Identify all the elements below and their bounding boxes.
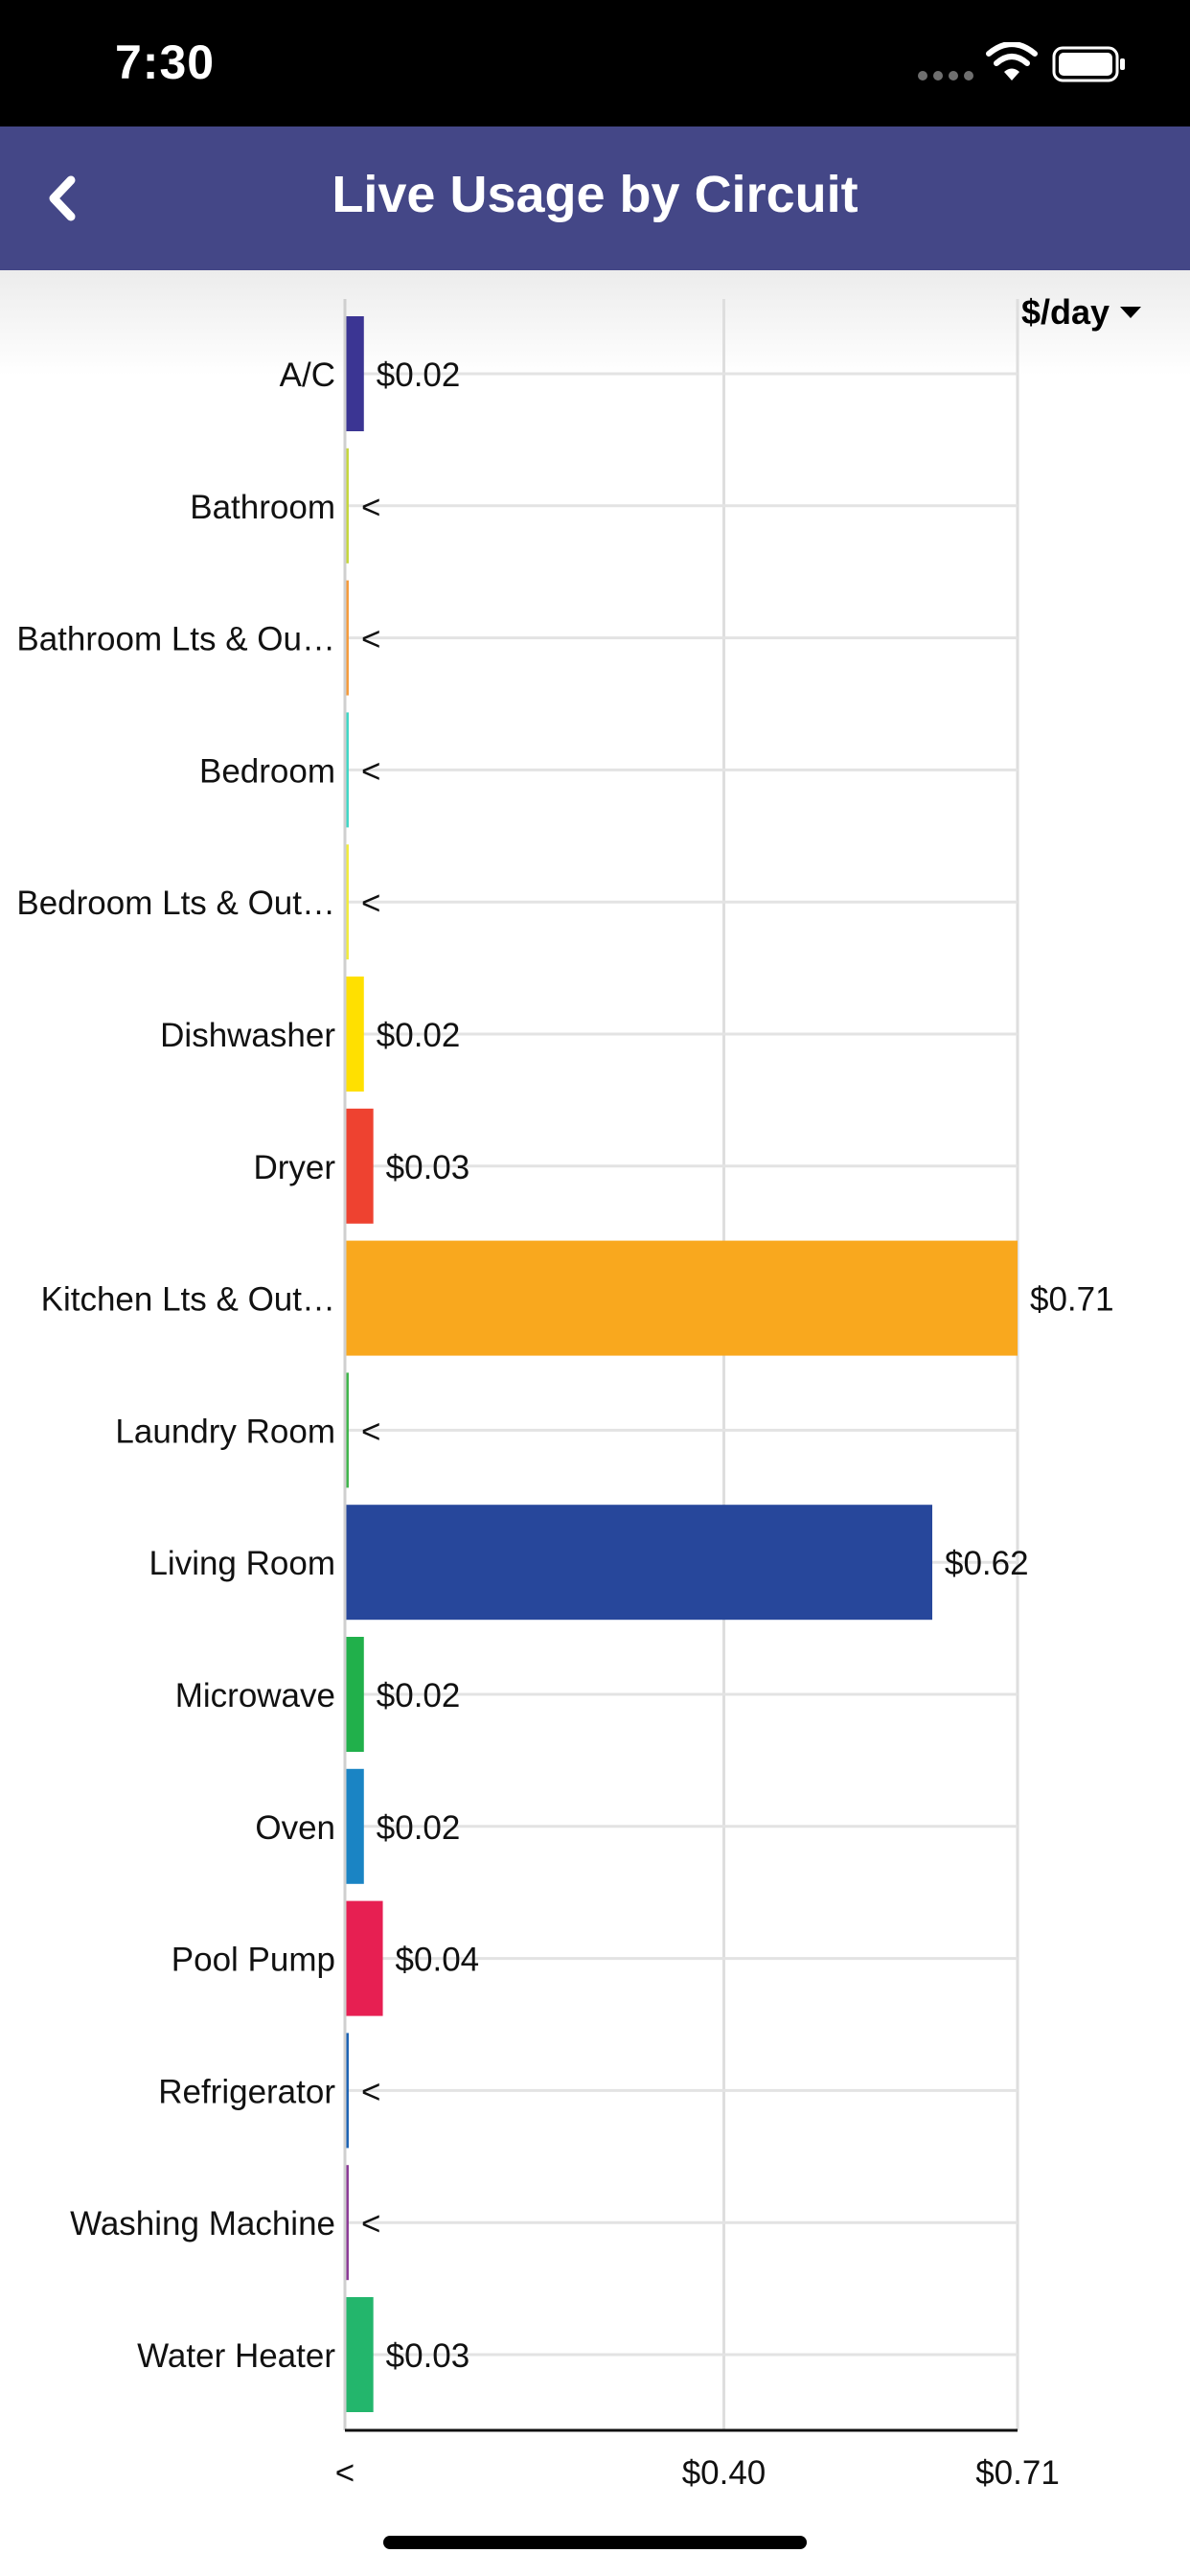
bar[interactable] xyxy=(345,1637,364,1752)
bar[interactable] xyxy=(345,1108,374,1224)
bar[interactable] xyxy=(345,448,349,564)
category-label: Bathroom xyxy=(190,489,335,526)
bar[interactable] xyxy=(345,844,349,960)
status-bar: 7:30 xyxy=(0,0,1190,126)
bar[interactable] xyxy=(345,2165,349,2281)
chart-bars xyxy=(345,316,1018,2412)
category-label: Bedroom xyxy=(199,752,335,790)
category-label: Kitchen Lts & Out… xyxy=(41,1281,335,1319)
value-label: $0.03 xyxy=(386,1149,470,1186)
category-label: Laundry Room xyxy=(115,1413,335,1450)
category-label: Dishwasher xyxy=(160,1017,335,1054)
bar[interactable] xyxy=(345,316,364,431)
value-label: $0.02 xyxy=(377,1809,461,1847)
bar[interactable] xyxy=(345,1900,383,2016)
category-label: Water Heater xyxy=(137,2337,335,2375)
page-title: Live Usage by Circuit xyxy=(332,166,858,223)
value-label: < xyxy=(361,1413,380,1450)
value-label: $0.02 xyxy=(377,356,461,394)
category-label: Living Room xyxy=(149,1545,335,1582)
chevron-left-icon xyxy=(49,175,76,221)
battery-icon xyxy=(1052,46,1125,82)
category-label: Bedroom Lts & Out… xyxy=(16,885,335,922)
category-label: Microwave xyxy=(175,1677,335,1714)
category-label: Washing Machine xyxy=(70,2205,335,2242)
value-label: < xyxy=(361,621,380,658)
bar[interactable] xyxy=(345,580,349,696)
unit-dropdown[interactable]: $/day xyxy=(1021,288,1142,337)
back-button[interactable] xyxy=(29,163,100,234)
category-label: Oven xyxy=(255,1809,335,1847)
bar[interactable] xyxy=(345,1768,364,1884)
bar[interactable] xyxy=(345,1372,349,1488)
value-label: $0.04 xyxy=(396,1942,480,1979)
value-label: $0.62 xyxy=(945,1545,1029,1582)
bar[interactable] xyxy=(345,1505,933,1621)
value-label: < xyxy=(361,2205,380,2242)
value-label: $0.02 xyxy=(377,1677,461,1714)
chart-labels: A/C $0.02 Bathroom < Bathroom Lts & Ou… < Bedr… xyxy=(16,356,1113,2375)
value-label: $0.71 xyxy=(1030,1281,1114,1319)
bar[interactable] xyxy=(345,977,364,1092)
category-label: A/C xyxy=(280,356,335,394)
caret-down-icon xyxy=(1120,307,1141,318)
category-label: Refrigerator xyxy=(158,2073,335,2110)
signal-dots-icon xyxy=(918,71,975,82)
chart-axis: < $0.40 $0.71 xyxy=(335,299,1060,2492)
x-tick-label: $0.71 xyxy=(975,2454,1060,2492)
x-tick-label: < xyxy=(335,2454,355,2492)
value-label: < xyxy=(361,885,380,922)
x-tick-label: $0.40 xyxy=(682,2454,767,2492)
bar[interactable] xyxy=(345,2297,374,2412)
category-label: Bathroom Lts & Ou… xyxy=(16,621,335,658)
bar[interactable] xyxy=(345,712,349,828)
home-indicator xyxy=(383,2536,807,2549)
unit-label: $/day xyxy=(1020,292,1110,332)
bar[interactable] xyxy=(345,1240,1018,1356)
wifi-icon xyxy=(986,42,1038,80)
value-label: $0.02 xyxy=(377,1017,461,1054)
status-time: 7:30 xyxy=(115,35,216,89)
value-label: < xyxy=(361,2073,380,2110)
nav-bar: Live Usage by Circuit xyxy=(0,126,1190,270)
chart-grid xyxy=(345,299,1019,2430)
bar[interactable] xyxy=(345,2033,349,2149)
category-label: Pool Pump xyxy=(172,1942,335,1979)
nav-shadow xyxy=(0,270,1190,376)
value-label: < xyxy=(361,489,380,526)
value-label: $0.03 xyxy=(386,2337,470,2375)
category-label: Dryer xyxy=(253,1149,335,1186)
value-label: < xyxy=(361,752,380,790)
